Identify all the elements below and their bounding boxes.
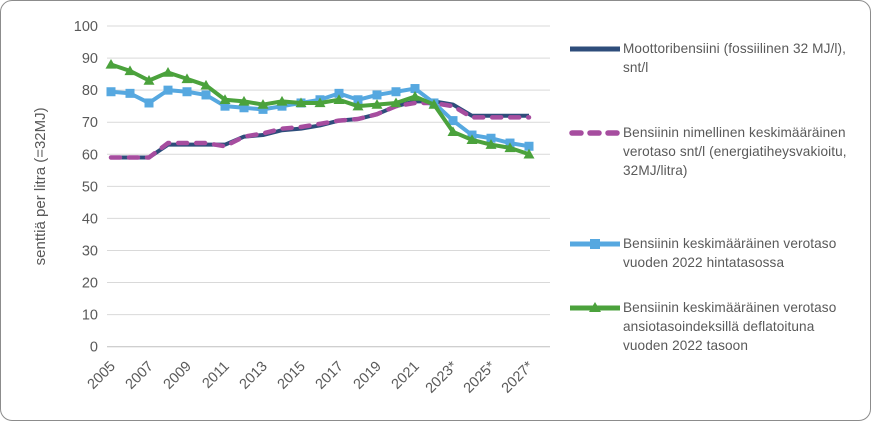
x-tick-label: 2019 bbox=[351, 359, 385, 393]
square-marker bbox=[486, 133, 496, 143]
y-tick-label: 50 bbox=[82, 179, 98, 195]
legend-label: Moottoribensiini (fossiilinen 32 MJ/l), … bbox=[623, 41, 846, 76]
legend-label: Bensiinin keskimääräinen verotaso ansiot… bbox=[623, 300, 837, 354]
triangle-marker bbox=[124, 65, 136, 76]
triangle-marker bbox=[238, 95, 250, 106]
square-marker bbox=[220, 101, 230, 111]
y-tick-label: 60 bbox=[82, 147, 98, 163]
square-marker bbox=[144, 98, 154, 108]
legend-item-nimellinen-verotaso: Bensiinin nimellinen keskimääräinen vero… bbox=[569, 123, 861, 180]
square-marker bbox=[106, 87, 116, 97]
square-marker bbox=[372, 90, 382, 100]
square-marker bbox=[277, 101, 287, 111]
triangle-marker bbox=[219, 94, 231, 104]
y-tick-label: 40 bbox=[82, 211, 98, 227]
y-tick-label: 80 bbox=[82, 83, 98, 99]
triangle-marker bbox=[352, 100, 364, 111]
square-marker bbox=[334, 88, 344, 98]
square-marker bbox=[448, 116, 458, 126]
y-tick-label: 0 bbox=[90, 340, 98, 356]
triangle-marker bbox=[485, 139, 497, 149]
y-tick-label: 70 bbox=[82, 115, 98, 131]
square-marker bbox=[524, 141, 534, 151]
x-tick-label: 2021 bbox=[389, 359, 423, 393]
legend-item-verotaso-2022-hintataso: Bensiinin keskimääräinen verotaso vuoden… bbox=[569, 234, 861, 272]
y-tick-label: 90 bbox=[82, 51, 98, 67]
legend-item-verotaso-ansiotasoindeksi: Bensiinin keskimääräinen verotaso ansiot… bbox=[569, 298, 861, 355]
triangle-marker bbox=[162, 67, 174, 77]
triangle-marker bbox=[371, 99, 383, 109]
square-marker bbox=[182, 87, 192, 97]
triangle-marker bbox=[181, 73, 193, 84]
y-tick-label: 10 bbox=[82, 308, 98, 324]
triangle-marker bbox=[314, 97, 326, 108]
series-line bbox=[110, 62, 530, 157]
legend-item-moottoribensiini: Moottoribensiini (fossiilinen 32 MJ/l), … bbox=[569, 39, 861, 77]
x-tick-label: 2007 bbox=[123, 359, 157, 393]
x-tick-label: 2027* bbox=[499, 358, 537, 396]
square-marker bbox=[201, 90, 211, 100]
x-tick-label: 2005 bbox=[85, 359, 119, 393]
square-marker bbox=[410, 84, 420, 94]
y-axis-title: senttiä per litra (=32MJ) bbox=[32, 107, 49, 265]
x-tick-label: 2013 bbox=[237, 359, 271, 393]
triangle-marker bbox=[428, 99, 440, 109]
triangle-marker bbox=[276, 95, 288, 106]
triangle-marker bbox=[466, 134, 478, 145]
triangle-marker bbox=[333, 94, 345, 104]
square-marker bbox=[239, 103, 249, 113]
square-marker bbox=[258, 104, 268, 114]
x-tick-label: 2015 bbox=[275, 359, 309, 393]
triangle-marker bbox=[523, 148, 535, 159]
x-tick-label: 2025* bbox=[461, 358, 499, 396]
triangle-marker bbox=[504, 142, 516, 153]
legend-label: Bensiinin nimellinen keskimääräinen vero… bbox=[623, 125, 847, 179]
blue-line-square-marker-icon bbox=[570, 239, 620, 249]
triangle-marker bbox=[257, 99, 269, 109]
series-line bbox=[108, 100, 532, 160]
navy-solid-line-icon bbox=[570, 46, 620, 52]
square-marker bbox=[353, 95, 363, 105]
square-marker bbox=[125, 88, 135, 98]
x-tick-label: 2009 bbox=[161, 359, 195, 393]
triangle-marker bbox=[105, 58, 117, 69]
triangle-marker bbox=[143, 75, 155, 85]
purple-dashed-line-icon bbox=[569, 130, 623, 136]
triangle-marker bbox=[409, 91, 421, 101]
legend-label: Bensiinin keskimääräinen verotaso vuoden… bbox=[623, 236, 837, 271]
triangle-marker bbox=[295, 97, 307, 108]
triangle-marker bbox=[447, 126, 459, 137]
square-marker bbox=[391, 87, 401, 97]
y-tick-label: 100 bbox=[74, 19, 98, 35]
x-tick-label: 2023* bbox=[423, 358, 461, 396]
square-marker bbox=[163, 85, 173, 95]
y-tick-label: 30 bbox=[82, 243, 98, 259]
x-tick-label: 2011 bbox=[199, 359, 232, 392]
green-line-triangle-marker-icon bbox=[570, 302, 620, 312]
triangle-marker bbox=[390, 97, 402, 108]
triangle-marker bbox=[200, 79, 212, 90]
y-tick-label: 20 bbox=[82, 276, 98, 292]
x-tick-label: 2017 bbox=[313, 359, 347, 393]
